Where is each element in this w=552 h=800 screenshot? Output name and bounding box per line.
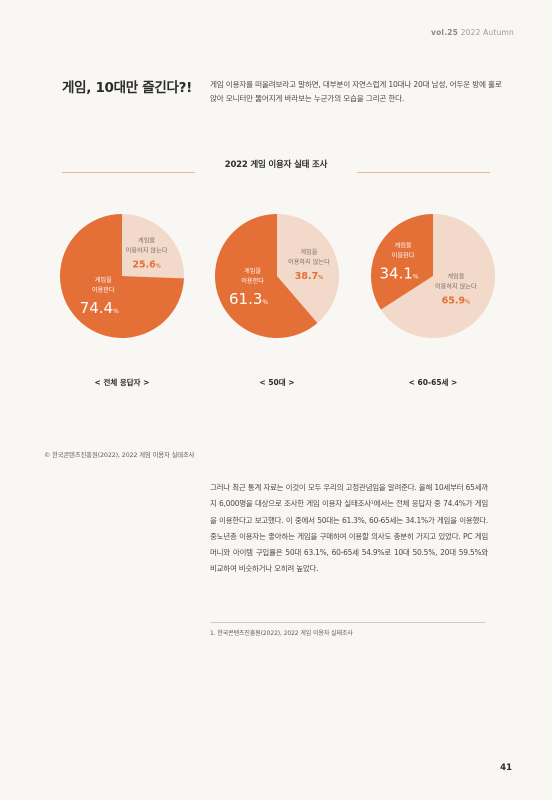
title-rule-left — [62, 172, 195, 173]
intro-paragraph: 게임 이용자를 떠올려보라고 말하면, 대부분이 자연스럽게 10대나 20대 … — [210, 80, 502, 103]
pie-0-slice-1-percent: % — [113, 308, 119, 315]
pie-0-slice-0-percent: % — [156, 263, 161, 269]
pie-2-slice-0 — [380, 214, 495, 338]
footnote: 1. 한국콘텐츠진흥원(2022), 2022 게임 이용자 실태조사 — [210, 630, 353, 637]
issue-label: vol.25 2022 Autumn — [431, 28, 514, 37]
pie-0-slice-0-value: 25.6% — [132, 259, 160, 270]
pie-2-slice-1 — [371, 214, 433, 310]
footnote-rule — [210, 622, 485, 623]
pie-0-slice-0 — [122, 214, 184, 279]
pie-1-slice-1-percent: % — [262, 299, 268, 306]
pie-1-caption: < 50대 > — [259, 377, 294, 387]
pie-1-slice-0-percent: % — [318, 275, 323, 281]
pie-0-caption: < 전체 응답자 > — [95, 377, 150, 387]
pie-1-slice-0-label-1: 게임을 — [300, 248, 317, 256]
issue-vol: vol.25 — [430, 28, 459, 37]
pie-1-slice-0-value: 38.7% — [295, 271, 323, 282]
pie-0-slice-1 — [59, 214, 184, 338]
pie-2-slice-1-label-1: 게임을 — [395, 242, 412, 250]
pie-1-slice-1-label-2: 이용한다 — [241, 277, 264, 285]
pie-2-slice-1-label-2: 이용한다 — [392, 252, 415, 260]
pie-charts: 게임을 이용하지 않는다 25.6% 게임을 이용한다 74.4% < 전체 응답자 > 게임… — [0, 210, 552, 410]
body-paragraph: 그러나 최근 통계 자료는 이것이 모두 우리의 고정관념임을 알려준다. 올해… — [210, 483, 488, 574]
pie-1-slice-1 — [214, 214, 318, 338]
pie-2-slice-1-percent: % — [413, 274, 419, 281]
pie-1-slice-0-label-2: 이용하지 않는다 — [288, 258, 330, 266]
pie-0-slice-1-label-2: 이용한다 — [92, 286, 115, 294]
pie-0-slice-0-label-1: 게임을 — [138, 236, 155, 244]
pie-2-caption: < 60-65세 > — [409, 377, 458, 387]
pie-2-slice-0-label-2: 이용하지 않는다 — [435, 282, 477, 290]
pie-1-slice-1-label-1: 게임을 — [244, 267, 261, 275]
issue-season: 2022 Autumn — [460, 28, 514, 37]
pie-2-slice-0-label-1: 게임을 — [447, 272, 464, 280]
source-credit: © 한국콘텐츠진흥원(2022), 2022 게임 이용자 실태조사 — [44, 452, 195, 459]
pie-1-slice-1-value: 61.3% — [229, 290, 268, 308]
pie-0-slice-1-value: 74.4% — [80, 299, 119, 317]
pie-0-slice-1-label-1: 게임을 — [95, 276, 112, 284]
pie-1-slice-0 — [277, 214, 339, 324]
survey-title: 2022 게임 이용자 실태 조사 — [224, 160, 328, 170]
pie-2-slice-1-value: 34.1% — [380, 265, 419, 283]
page-number: 41 — [500, 763, 512, 773]
pie-2-slice-0-value: 65.9% — [442, 295, 470, 306]
headline: 게임, 10대만 즐긴다?! — [62, 80, 193, 96]
pie-0-slice-0-label-2: 이용하지 않는다 — [126, 246, 168, 254]
pie-2-slice-0-percent: % — [465, 299, 470, 305]
title-rule-right — [357, 172, 490, 173]
